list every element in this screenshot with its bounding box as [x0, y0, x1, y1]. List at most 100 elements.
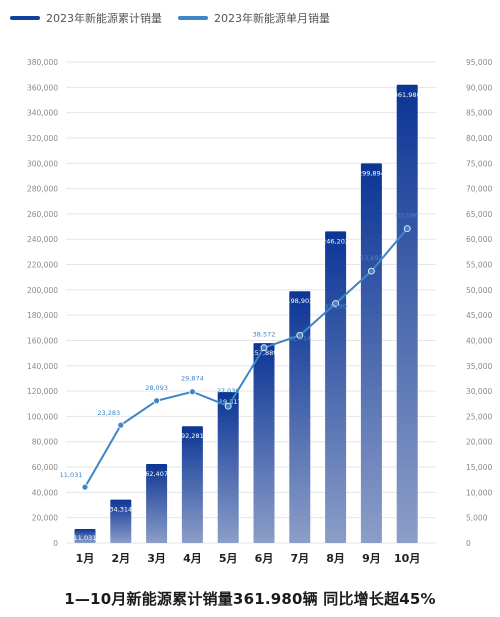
y-tick-right: 60,000 [466, 235, 492, 244]
y-tick-left: 320,000 [27, 134, 58, 143]
bar-2 [110, 499, 132, 543]
legend-item-cumulative: 2023年新能源累计销量 [10, 10, 162, 26]
bar-value-label: 92,281 [181, 432, 204, 440]
bar-9 [360, 163, 382, 543]
bar-6 [253, 343, 275, 543]
chart-caption: 1—10月新能源累计销量361.980辆 同比增长超45% [64, 590, 436, 608]
line-value-label: 62,086 [396, 212, 419, 220]
bar-value-label: 361,980 [394, 91, 421, 99]
bar-value-label: 157,889 [251, 349, 278, 357]
x-tick-label: 10月 [394, 552, 420, 565]
y-tick-right: 10,000 [466, 488, 492, 497]
bar-5 [217, 391, 239, 543]
y-tick-right: 0 [466, 539, 471, 548]
line-point-5 [224, 402, 232, 410]
bar-value-label: 34,314 [109, 506, 132, 514]
bar-value-label: 11,031 [74, 534, 97, 542]
line-point-6 [260, 344, 268, 352]
y-tick-left: 40,000 [32, 488, 58, 497]
y-tick-left: 100,000 [27, 412, 58, 421]
y-tick-left: 280,000 [27, 185, 58, 194]
x-tick-label: 4月 [183, 552, 202, 565]
line-point-4 [188, 388, 196, 396]
y-tick-right: 15,000 [466, 463, 492, 472]
x-tick-label: 6月 [255, 552, 274, 565]
bar-1 [74, 529, 96, 543]
y-tick-left: 240,000 [27, 235, 58, 244]
y-tick-right: 5,000 [466, 514, 488, 523]
y-tick-right: 95,000 [466, 58, 492, 67]
bar-10 [396, 84, 418, 544]
x-tick-label: 5月 [219, 552, 238, 565]
bar-value-label: 246,202 [322, 237, 349, 245]
bar-8 [325, 231, 347, 543]
y-tick-left: 200,000 [27, 286, 58, 295]
y-tick-left: 140,000 [27, 362, 58, 371]
y-tick-left: 180,000 [27, 311, 58, 320]
bar-3 [146, 464, 168, 543]
y-tick-right: 50,000 [466, 286, 492, 295]
y-tick-right: 75,000 [466, 159, 492, 168]
y-tick-right: 55,000 [466, 261, 492, 270]
line-point-9 [367, 267, 375, 275]
line-value-label: 47,299 [324, 303, 347, 311]
line-value-label: 23,283 [97, 409, 120, 417]
legend-label-monthly: 2023年新能源单月销量 [214, 12, 330, 25]
y-tick-right: 35,000 [466, 362, 492, 371]
y-tick-right: 90,000 [466, 83, 492, 92]
y-tick-right: 85,000 [466, 109, 492, 118]
line-value-label: 38,572 [253, 331, 276, 339]
line-value-label: 53,692 [360, 254, 383, 262]
line-value-label: 28,093 [145, 384, 168, 392]
y-tick-left: 380,000 [27, 58, 58, 67]
x-tick-label: 3月 [147, 552, 166, 565]
y-tick-right: 80,000 [466, 134, 492, 143]
x-tick-label: 2月 [111, 552, 130, 565]
bar-value-label: 299,894 [358, 169, 385, 177]
y-tick-right: 65,000 [466, 210, 492, 219]
y-tick-left: 80,000 [32, 438, 58, 447]
y-tick-right: 25,000 [466, 412, 492, 421]
y-tick-right: 70,000 [466, 185, 492, 194]
x-tick-label: 8月 [326, 552, 345, 565]
bar-7 [289, 291, 311, 543]
x-tick-label: 9月 [362, 552, 381, 565]
line-value-label: 11,031 [60, 471, 83, 479]
line-point-2 [117, 421, 125, 429]
y-tick-left: 160,000 [27, 336, 58, 345]
line-point-7 [296, 331, 304, 339]
y-tick-left: 260,000 [27, 210, 58, 219]
y-tick-right: 20,000 [466, 438, 492, 447]
bar-value-label: 119,317 [215, 398, 242, 406]
line-point-1 [81, 483, 89, 491]
y-tick-right: 45,000 [466, 311, 492, 320]
y-tick-left: 360,000 [27, 83, 58, 92]
line-point-3 [153, 397, 161, 405]
line-value-label: 29,874 [181, 375, 204, 383]
monthly-line [84, 228, 408, 488]
bar-value-label: 198,903 [286, 297, 313, 305]
legend-swatch-line [178, 16, 208, 20]
x-tick-label: 1月 [76, 552, 95, 565]
y-tick-left: 220,000 [27, 261, 58, 270]
line-value-label: 41,014 [288, 334, 311, 342]
bar-4 [181, 426, 203, 543]
y-tick-left: 0 [53, 539, 58, 548]
y-tick-right: 30,000 [466, 387, 492, 396]
legend-item-monthly: 2023年新能源单月销量 [178, 10, 330, 26]
y-tick-left: 60,000 [32, 463, 58, 472]
bar-value-label: 62,407 [145, 470, 168, 478]
legend: 2023年新能源累计销量 2023年新能源单月销量 [0, 10, 500, 30]
y-tick-left: 340,000 [27, 109, 58, 118]
legend-label-cumulative: 2023年新能源累计销量 [46, 12, 162, 25]
y-tick-left: 120,000 [27, 387, 58, 396]
line-point-8 [332, 300, 340, 307]
line-value-label: 27,036 [217, 387, 240, 395]
y-tick-left: 300,000 [27, 159, 58, 168]
line-point-10 [403, 225, 411, 233]
y-tick-left: 20,000 [32, 514, 58, 523]
x-tick-label: 7月 [290, 552, 309, 565]
y-tick-right: 40,000 [466, 336, 492, 345]
legend-swatch-bar [10, 16, 40, 20]
